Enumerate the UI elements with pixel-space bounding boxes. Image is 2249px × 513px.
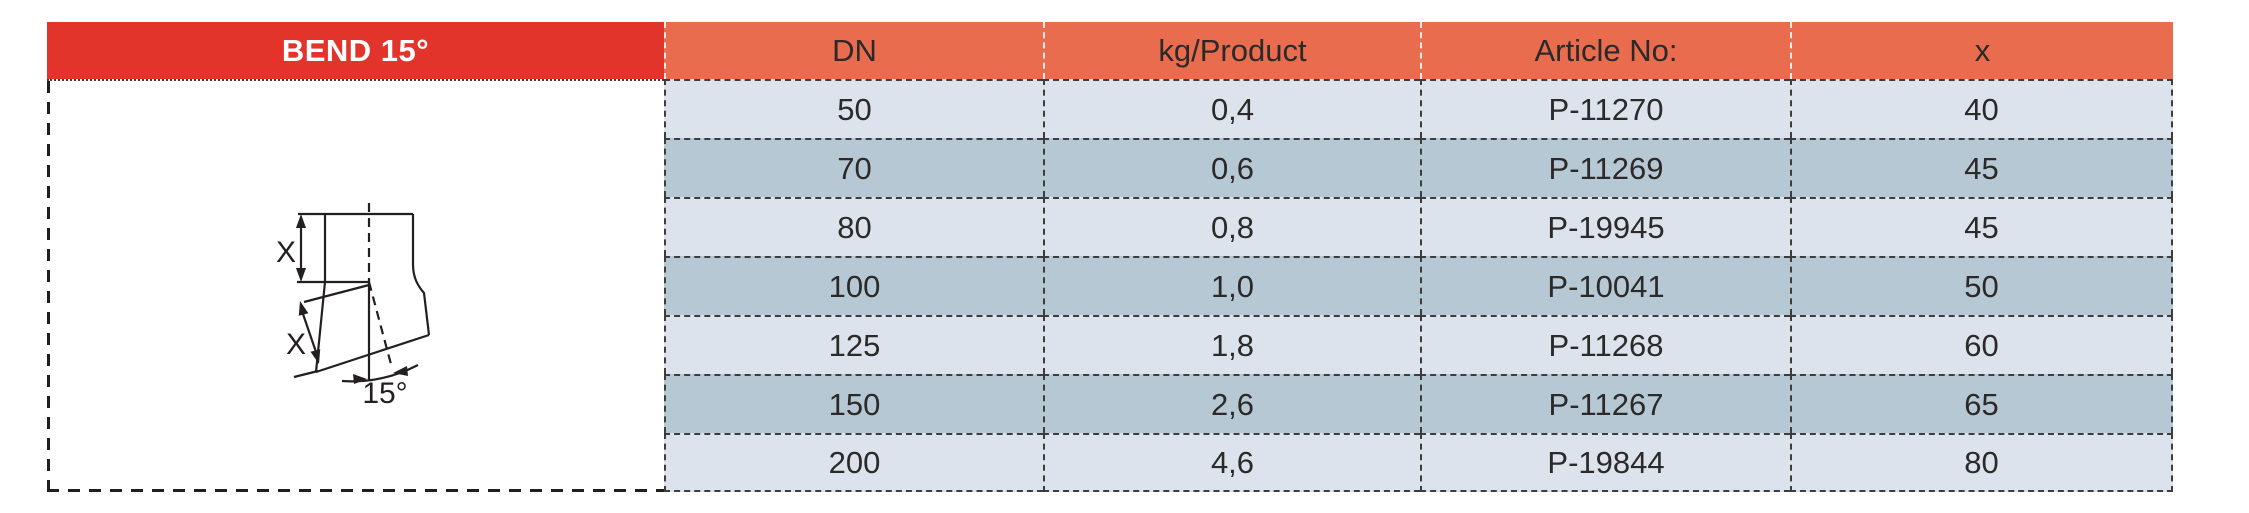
cell-kg: 1,8 <box>1043 315 1420 374</box>
centerline-bend-dashed <box>367 281 394 369</box>
panel-left-dashed-border <box>47 81 50 492</box>
cell-x: 45 <box>1790 138 2173 197</box>
product-spec-block: BEND 15° <box>47 22 2173 492</box>
column-header-x: x <box>1790 22 2173 79</box>
lower-dimension-line <box>301 313 318 353</box>
cell-dn: 150 <box>664 374 1043 433</box>
upper-dim-label: X <box>276 236 296 269</box>
column-header-article: Article No: <box>1420 22 1790 79</box>
cell-kg: 0,8 <box>1043 197 1420 256</box>
lower-dimension-ext-bottom <box>293 369 319 379</box>
cell-article: P-19844 <box>1420 433 1790 492</box>
cell-dn: 100 <box>664 256 1043 315</box>
cell-article: P-19945 <box>1420 197 1790 256</box>
cell-x: 65 <box>1790 374 2173 433</box>
product-panel: BEND 15° <box>47 22 664 492</box>
cell-x: 60 <box>1790 315 2173 374</box>
cell-x: 40 <box>1790 79 2173 138</box>
upper-dim-arrow-bottom <box>296 268 306 282</box>
cell-article: P-11267 <box>1420 374 1790 433</box>
angle-label: 15° <box>362 377 407 410</box>
technical-drawing-area: X X 15° <box>47 79 664 492</box>
column-header-dn: DN <box>664 22 1043 79</box>
fitting-bottom-end <box>315 333 430 374</box>
cell-x: 50 <box>1790 256 2173 315</box>
cell-kg: 2,6 <box>1043 374 1420 433</box>
lower-dim-arrow-top <box>298 301 309 316</box>
cell-x: 80 <box>1790 433 2173 492</box>
cell-dn: 200 <box>664 433 1043 492</box>
cell-kg: 0,4 <box>1043 79 1420 138</box>
cell-dn: 50 <box>664 79 1043 138</box>
cell-dn: 125 <box>664 315 1043 374</box>
lower-dim-arrow-bottom <box>310 349 321 364</box>
angle-arrow-left <box>353 374 367 384</box>
cell-article: P-11269 <box>1420 138 1790 197</box>
cell-dn: 80 <box>664 197 1043 256</box>
upper-dim-arrow-top <box>296 214 306 228</box>
fitting-right-edge <box>411 214 431 336</box>
cell-kg: 4,6 <box>1043 433 1420 492</box>
cell-x: 45 <box>1790 197 2173 256</box>
cell-dn: 70 <box>664 138 1043 197</box>
cell-kg: 0,6 <box>1043 138 1420 197</box>
cell-article: P-11268 <box>1420 315 1790 374</box>
cell-kg: 1,0 <box>1043 256 1420 315</box>
angle-arrow-right <box>393 366 408 376</box>
angle-arc <box>341 364 419 383</box>
lower-dim-label: X <box>286 328 306 361</box>
product-title-bar: BEND 15° <box>47 22 664 79</box>
column-header-kg: kg/Product <box>1043 22 1420 79</box>
product-title: BEND 15° <box>281 32 430 68</box>
cell-article: P-10041 <box>1420 256 1790 315</box>
cell-article: P-11270 <box>1420 79 1790 138</box>
lower-dimension-ext-top <box>303 283 370 304</box>
bend-diagram: X X 15° <box>276 203 431 410</box>
spec-table: DN kg/Product Article No: x 50 0,4 P-11270… <box>664 22 2173 492</box>
panel-bottom-dashed-border <box>47 489 664 492</box>
